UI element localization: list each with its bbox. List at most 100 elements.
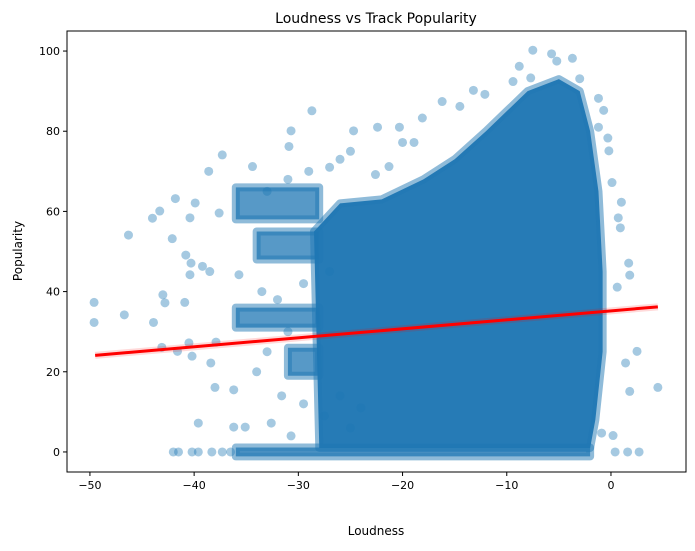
- scatter-point: [608, 431, 618, 441]
- scatter-point: [528, 45, 538, 55]
- scatter-point: [167, 234, 177, 244]
- scatter-point: [526, 73, 536, 83]
- y-tick-label: 80: [46, 125, 60, 138]
- scatter-point: [552, 56, 562, 66]
- scatter-point: [335, 154, 345, 164]
- x-tick-label: −50: [78, 479, 101, 492]
- scatter-point: [204, 166, 214, 176]
- scatter-point: [286, 431, 296, 441]
- scatter-point: [356, 403, 366, 413]
- regression-line: [95, 305, 658, 357]
- scatter-point: [325, 162, 335, 172]
- scatter-point: [184, 338, 194, 348]
- x-tick-label: −30: [287, 479, 310, 492]
- scatter-point: [567, 53, 577, 63]
- scatter-point: [437, 97, 447, 107]
- y-tick-label: 100: [39, 45, 60, 58]
- scatter-point: [174, 447, 184, 457]
- scatter-point: [217, 150, 227, 160]
- scatter-point: [190, 198, 200, 208]
- scatter-point: [186, 258, 196, 268]
- scatter-point: [370, 170, 380, 180]
- scatter-point: [205, 267, 215, 277]
- dense-point-cluster: [283, 343, 324, 380]
- dense-point-cluster: [309, 75, 607, 452]
- scatter-point: [185, 213, 195, 223]
- scatter-point: [615, 223, 625, 233]
- scatter-point: [345, 423, 355, 433]
- y-tick-label: 20: [46, 366, 60, 379]
- y-tick-label: 60: [46, 205, 60, 218]
- scatter-point: [123, 230, 133, 240]
- scatter-point: [210, 382, 220, 392]
- scatter-point: [625, 386, 635, 396]
- plot-area: [89, 45, 663, 461]
- scatter-point: [284, 141, 294, 151]
- scatter-point: [214, 208, 224, 218]
- scatter-point: [277, 391, 287, 401]
- scatter-point: [307, 106, 317, 116]
- scatter-point: [345, 146, 355, 156]
- scatter-point: [384, 162, 394, 172]
- scatter-point: [616, 197, 626, 207]
- chart-title: Loudness vs Track Popularity: [275, 11, 477, 27]
- x-axis-label: Loudness: [348, 524, 405, 538]
- y-axis-label: Popularity: [11, 221, 25, 281]
- scatter-point: [89, 297, 99, 307]
- scatter-point: [455, 101, 465, 111]
- y-tick-label: 40: [46, 286, 60, 299]
- y-axis: 0 20 40 60 80 100: [39, 45, 67, 459]
- scatter-point: [417, 113, 427, 123]
- scatter-point: [319, 411, 329, 421]
- dense-point-cluster: [231, 443, 595, 461]
- scatter-point: [252, 367, 262, 377]
- scatter-point: [480, 89, 490, 99]
- scatter-point: [625, 270, 635, 280]
- scatter-point: [262, 347, 272, 357]
- scatter-point: [193, 447, 203, 457]
- scatter-point: [623, 447, 633, 457]
- scatter-point: [234, 270, 244, 280]
- scatter-point: [653, 382, 663, 392]
- scatter-point: [170, 194, 180, 204]
- scatter-point: [394, 122, 404, 132]
- scatter-point: [187, 447, 197, 457]
- scatter-point: [155, 206, 165, 216]
- x-tick-label: −10: [495, 479, 518, 492]
- scatter-point: [229, 422, 239, 432]
- scatter-point: [206, 358, 216, 368]
- scatter-point: [262, 186, 272, 196]
- scatter-point: [197, 261, 207, 271]
- scatter-point: [187, 351, 197, 361]
- scatter-point: [409, 137, 419, 147]
- x-tick-label: −40: [183, 479, 206, 492]
- scatter-point: [373, 122, 383, 132]
- scatter-point: [147, 213, 157, 223]
- scatter-point: [634, 447, 644, 457]
- axes-frame: [66, 30, 687, 473]
- scatter-point: [632, 346, 642, 356]
- scatter-point: [168, 447, 178, 457]
- scatter-point: [398, 137, 408, 147]
- scatter-point: [624, 258, 634, 268]
- scatter-point: [603, 133, 613, 143]
- scatter-point: [283, 174, 293, 184]
- x-axis: −50 −40 −30 −20 −10 0: [78, 472, 614, 492]
- scatter-point: [610, 447, 620, 457]
- scatter-point: [158, 290, 168, 300]
- scatter-point: [119, 310, 129, 320]
- scatter-point: [247, 162, 257, 172]
- scatter-point: [148, 317, 158, 327]
- scatter-point: [335, 391, 345, 401]
- scatter-point: [604, 146, 614, 156]
- scatter-point: [266, 418, 276, 428]
- scatter-point: [299, 399, 309, 409]
- x-tick-label: 0: [607, 479, 614, 492]
- scatter-point: [593, 122, 603, 132]
- scatter-point: [612, 282, 622, 292]
- scatter-point: [593, 93, 603, 103]
- scatter-point: [283, 327, 293, 337]
- scatter-point: [349, 126, 359, 136]
- scatter-point: [257, 287, 267, 297]
